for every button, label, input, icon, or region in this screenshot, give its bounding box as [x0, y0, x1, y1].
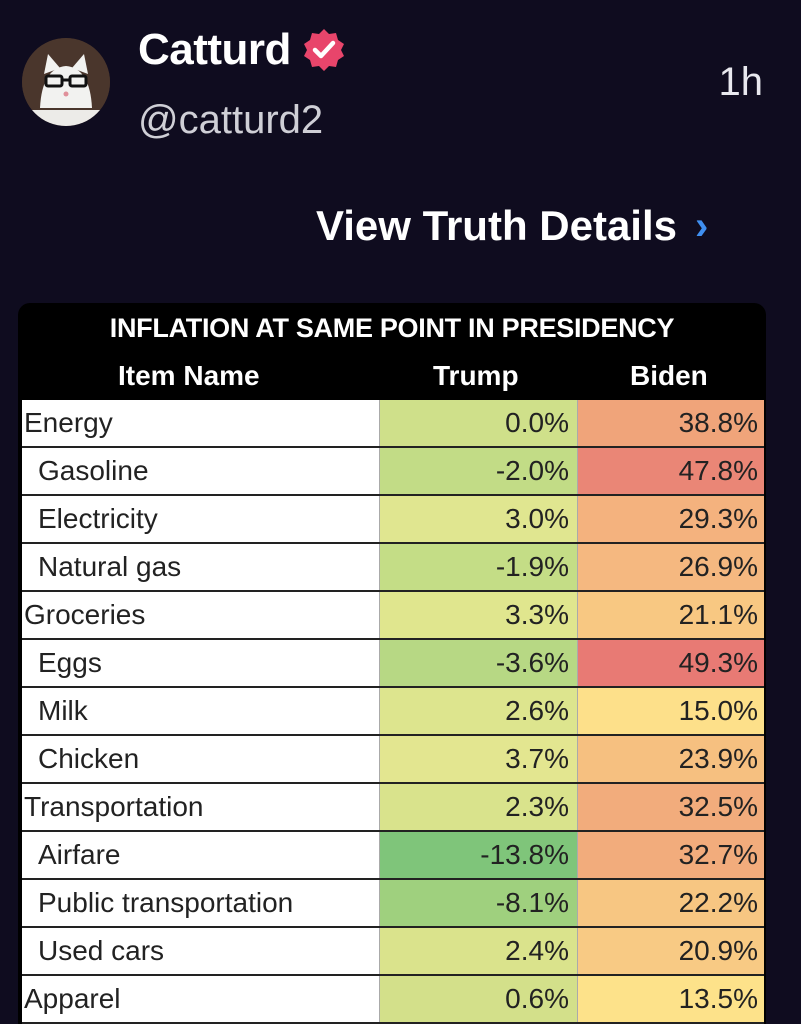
item-name-cell: Airfare: [22, 832, 380, 878]
column-header-biden: Biden: [630, 360, 708, 391]
biden-value-cell: 32.5%: [578, 784, 764, 830]
trump-value-cell: 0.6%: [380, 976, 578, 1022]
view-truth-details-link[interactable]: View Truth Details ›: [316, 200, 708, 252]
chevron-right-icon: ›: [695, 204, 709, 248]
biden-value-cell: 49.3%: [578, 640, 764, 686]
trump-value-cell: -1.9%: [380, 544, 578, 590]
item-name-cell: Public transportation: [22, 880, 380, 926]
table-row: Apparel 0.6% 13.5%: [22, 976, 764, 1024]
item-name-cell: Eggs: [22, 640, 380, 686]
biden-value-cell: 32.7%: [578, 832, 764, 878]
table-row: Chicken 3.7% 23.9%: [22, 736, 764, 784]
table-row: Natural gas -1.9% 26.9%: [22, 544, 764, 592]
table-row: Groceries 3.3% 21.1%: [22, 592, 764, 640]
item-name-cell: Chicken: [22, 736, 380, 782]
item-name-cell: Used cars: [22, 928, 380, 974]
item-name-cell: Gasoline: [22, 448, 380, 494]
item-name-cell: Transportation: [22, 784, 380, 830]
inflation-table-image[interactable]: INFLATION AT SAME POINT IN PRESIDENCY It…: [18, 303, 766, 1024]
item-name-cell: Natural gas: [22, 544, 380, 590]
table-row: Used cars 2.4% 20.9%: [22, 928, 764, 976]
table-row: Airfare -13.8% 32.7%: [22, 832, 764, 880]
biden-value-cell: 23.9%: [578, 736, 764, 782]
item-name-cell: Energy: [22, 400, 380, 446]
item-name-cell: Milk: [22, 688, 380, 734]
trump-value-cell: 0.0%: [380, 400, 578, 446]
trump-value-cell: -8.1%: [380, 880, 578, 926]
table-row: Milk 2.6% 15.0%: [22, 688, 764, 736]
column-header-item-name: Item Name: [118, 360, 260, 391]
table-row: Electricity 3.0% 29.3%: [22, 496, 764, 544]
trump-value-cell: -13.8%: [380, 832, 578, 878]
item-name-cell: Apparel: [22, 976, 380, 1022]
trump-value-cell: -3.6%: [380, 640, 578, 686]
avatar[interactable]: [22, 38, 110, 126]
display-name-row[interactable]: Catturd: [138, 22, 347, 78]
trump-value-cell: 3.3%: [380, 592, 578, 638]
display-name[interactable]: Catturd: [138, 25, 291, 74]
trump-value-cell: 2.3%: [380, 784, 578, 830]
trump-value-cell: -2.0%: [380, 448, 578, 494]
table-row: Transportation 2.3% 32.5%: [22, 784, 764, 832]
column-header-trump: Trump: [433, 360, 519, 391]
biden-value-cell: 20.9%: [578, 928, 764, 974]
trump-value-cell: 2.4%: [380, 928, 578, 974]
biden-value-cell: 22.2%: [578, 880, 764, 926]
item-name-cell: Groceries: [22, 592, 380, 638]
table-row: Gasoline -2.0% 47.8%: [22, 448, 764, 496]
table-row: Public transportation -8.1% 22.2%: [22, 880, 764, 928]
post-time: 1h: [718, 60, 764, 104]
table-body: Energy 0.0% 38.8% Gasoline -2.0% 47.8% E…: [22, 400, 764, 1024]
verified-badge-icon: [303, 29, 344, 71]
item-name-cell: Electricity: [22, 496, 380, 542]
table-row: Energy 0.0% 38.8%: [22, 400, 764, 448]
trump-value-cell: 3.7%: [380, 736, 578, 782]
biden-value-cell: 26.9%: [578, 544, 764, 590]
handle[interactable]: @catturd2: [138, 98, 324, 142]
biden-value-cell: 13.5%: [578, 976, 764, 1022]
trump-value-cell: 2.6%: [380, 688, 578, 734]
table-title: INFLATION AT SAME POINT IN PRESIDENCY: [109, 313, 675, 343]
biden-value-cell: 29.3%: [578, 496, 764, 542]
cat-avatar-icon: [22, 38, 110, 126]
view-details-label[interactable]: View Truth Details: [316, 202, 677, 249]
biden-value-cell: 21.1%: [578, 592, 764, 638]
biden-value-cell: 47.8%: [578, 448, 764, 494]
table-row: Eggs -3.6% 49.3%: [22, 640, 764, 688]
trump-value-cell: 3.0%: [380, 496, 578, 542]
biden-value-cell: 38.8%: [578, 400, 764, 446]
biden-value-cell: 15.0%: [578, 688, 764, 734]
